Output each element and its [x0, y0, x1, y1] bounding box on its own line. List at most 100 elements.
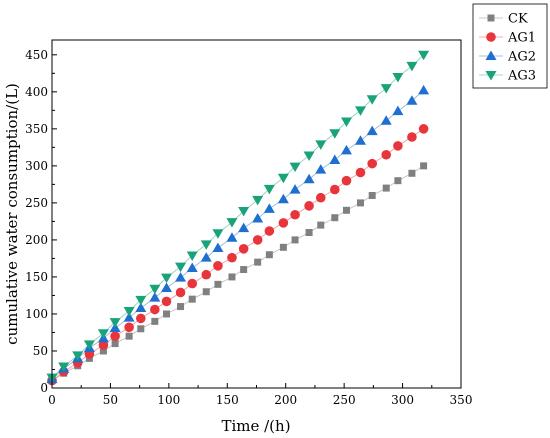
point-ck-24 — [357, 199, 365, 207]
series-line-ck — [51, 165, 424, 381]
point-ag3-8 — [149, 284, 161, 295]
point-ag3-13 — [212, 229, 224, 239]
point-ck-4 — [99, 347, 107, 355]
point-ag2-13 — [212, 242, 224, 253]
x-tick-label-50: 50 — [103, 393, 118, 407]
point-ag1-7 — [136, 313, 146, 324]
point-ag3-27 — [392, 73, 404, 83]
point-ck-19 — [291, 236, 299, 244]
point-ag3-24 — [355, 106, 367, 116]
point-ag2-12 — [200, 252, 212, 262]
point-ck-7 — [137, 325, 145, 333]
x-tick-label-300: 300 — [391, 393, 414, 407]
y-tick-label-350: 350 — [25, 122, 48, 136]
x-tick-label-350: 350 — [450, 393, 473, 407]
point-ag1-26 — [381, 149, 392, 160]
point-ag2-6 — [123, 312, 135, 322]
point-ck-12 — [202, 288, 210, 296]
point-ck-21 — [317, 221, 325, 229]
y-tick-label-300: 300 — [25, 159, 48, 173]
legend-marker-ag3 — [485, 71, 497, 81]
x-tick-label-200: 200 — [274, 393, 297, 407]
point-ag2-22 — [329, 154, 341, 164]
point-ag3-2 — [72, 351, 84, 361]
point-ag1-6 — [124, 322, 134, 333]
point-ag1-28 — [407, 132, 417, 142]
legend-marker-ag2 — [485, 50, 497, 60]
y-tick-label-450: 450 — [25, 48, 48, 62]
point-ck-13 — [214, 280, 222, 288]
point-ck-29 — [420, 162, 428, 170]
point-ag1-24 — [355, 167, 366, 178]
point-ck-27 — [394, 177, 402, 185]
point-ag3-20 — [303, 151, 315, 162]
legend-marker-ag1 — [486, 32, 496, 42]
point-ag3-18 — [277, 173, 289, 184]
point-ag1-27 — [393, 141, 403, 151]
legend-label-ag1: AG1 — [507, 31, 536, 46]
point-ag1-10 — [175, 287, 186, 298]
point-ag3-6 — [123, 306, 135, 317]
point-ag2-19 — [289, 184, 301, 194]
point-ck-18 — [279, 243, 287, 251]
point-ag2-27 — [392, 105, 404, 116]
point-ag3-7 — [135, 295, 147, 306]
point-ag2-9 — [161, 282, 173, 293]
point-ag1-15 — [238, 244, 249, 254]
point-ck-15 — [240, 266, 248, 274]
point-ag1-13 — [213, 261, 223, 271]
point-ck-6 — [125, 332, 133, 340]
point-ag1-9 — [161, 296, 172, 307]
point-ag3-3 — [83, 340, 95, 350]
point-ag3-23 — [340, 117, 352, 127]
point-ck-16 — [254, 258, 262, 266]
y-tick-label-250: 250 — [25, 196, 48, 210]
point-ag1-4 — [98, 340, 109, 350]
x-tick-label-100: 100 — [157, 393, 180, 407]
point-ag2-8 — [149, 292, 161, 302]
point-ag2-28 — [406, 95, 418, 105]
point-ag2-29 — [418, 84, 430, 95]
point-ag3-11 — [186, 251, 198, 261]
x-tick-label-250: 250 — [333, 393, 356, 407]
point-ag2-7 — [135, 302, 147, 313]
y-tick-label-50: 50 — [33, 344, 48, 358]
y-tick-label-150: 150 — [25, 270, 48, 284]
legend-label-ck: CK — [508, 12, 528, 27]
x-axis-title: Time /(h) — [221, 417, 290, 435]
point-ag3-28 — [406, 61, 418, 72]
point-ck-20 — [305, 229, 313, 237]
point-ag1-23 — [341, 175, 352, 186]
point-ag3-16 — [252, 195, 264, 206]
point-ag3-4 — [97, 329, 109, 339]
y-tick-label-400: 400 — [25, 85, 48, 99]
point-ag3-21 — [315, 140, 327, 150]
y-axis-title: cumulative water consumption/(L) — [3, 83, 21, 345]
legend-marker-ck — [487, 14, 495, 22]
plot-layer — [46, 50, 430, 386]
point-ag3-15 — [238, 207, 250, 217]
point-ag2-15 — [238, 222, 250, 233]
point-ag1-20 — [304, 201, 314, 211]
point-ag2-17 — [263, 203, 275, 213]
point-ck-26 — [382, 184, 390, 192]
point-ck-17 — [265, 251, 273, 259]
axes-layer: 0 50 100 150 200 250 300 350 0 50 100 150 200 250 300 3… — [25, 39, 473, 407]
point-ag2-18 — [277, 193, 289, 204]
point-ag1-29 — [418, 124, 429, 134]
legend-label-ag3: AG3 — [507, 69, 536, 84]
point-ag3-22 — [329, 129, 341, 139]
point-ag3-26 — [380, 84, 392, 94]
point-ag1-8 — [150, 304, 160, 315]
point-ck-10 — [177, 303, 185, 311]
point-ag3-10 — [175, 262, 187, 273]
point-ag3-25 — [366, 95, 378, 105]
point-ck-23 — [342, 206, 350, 214]
point-ag1-18 — [278, 218, 289, 228]
point-ag1-5 — [110, 331, 120, 341]
point-ag3-29 — [418, 50, 430, 61]
point-ck-5 — [111, 340, 119, 348]
point-ag2-26 — [380, 115, 392, 125]
x-tick-label-0: 0 — [48, 393, 56, 407]
